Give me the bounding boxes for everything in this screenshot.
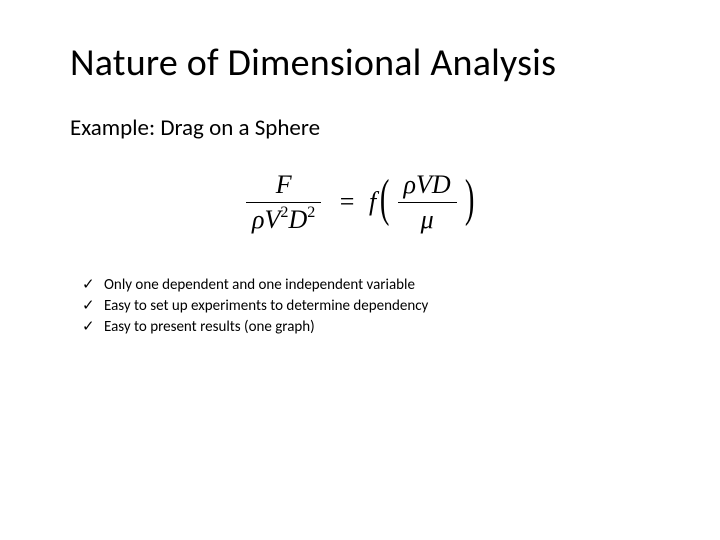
symbol-v: V [264, 205, 280, 234]
exponent-2a: 2 [280, 204, 288, 221]
rhs-fraction: ρVD μ [398, 170, 457, 235]
equation: F ρV2D2 = f( ρVD μ ) [242, 170, 478, 235]
symbol-rho: ρ [252, 205, 264, 234]
symbol-mu: μ [421, 205, 434, 234]
symbol-v-2: V [416, 170, 432, 199]
exponent-2b: 2 [307, 204, 315, 221]
bullet-text: Easy to present results (one graph) [104, 318, 315, 336]
slide-subtitle: Example: Drag on a Sphere [70, 114, 650, 142]
function-f: f [369, 187, 376, 217]
check-icon: ✓ [82, 317, 95, 337]
list-item: ✓ Only one dependent and one independent… [82, 275, 650, 295]
slide-body: Nature of Dimensional Analysis Example: … [0, 0, 720, 338]
symbol-d: D [288, 205, 307, 234]
check-icon: ✓ [82, 296, 95, 316]
lhs-fraction: F ρV2D2 [246, 170, 321, 235]
bullet-list: ✓ Only one dependent and one independent… [70, 275, 650, 338]
rhs-denominator: μ [398, 203, 457, 235]
check-icon: ✓ [82, 275, 95, 295]
rhs-numerator: ρVD [398, 170, 457, 203]
equals-sign: = [340, 187, 355, 217]
equation-container: F ρV2D2 = f( ρVD μ ) [70, 170, 650, 235]
lhs-denominator: ρV2D2 [246, 203, 321, 235]
list-item: ✓ Easy to set up experiments to determin… [82, 296, 650, 316]
slide-title: Nature of Dimensional Analysis [70, 40, 650, 86]
lhs-numerator: F [246, 170, 321, 203]
bullet-text: Easy to set up experiments to determine … [104, 297, 428, 315]
symbol-d-2: D [432, 170, 451, 199]
symbol-rho-2: ρ [404, 170, 416, 199]
list-item: ✓ Easy to present results (one graph) [82, 317, 650, 337]
bullet-text: Only one dependent and one independent v… [104, 276, 415, 294]
